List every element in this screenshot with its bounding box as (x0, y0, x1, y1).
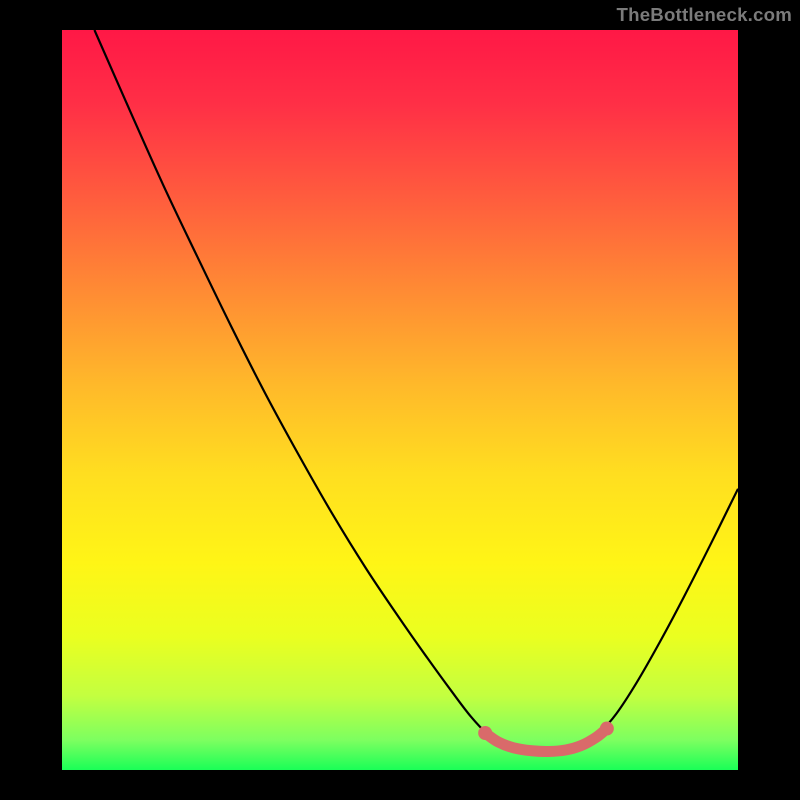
chart-area (62, 30, 738, 770)
attribution-text: TheBottleneck.com (617, 4, 793, 26)
trough-end-dot (600, 722, 614, 736)
trough-start-dot (478, 726, 492, 740)
chart-container: TheBottleneck.com (0, 0, 800, 800)
gradient-background (62, 30, 738, 770)
chart-svg (62, 30, 738, 770)
